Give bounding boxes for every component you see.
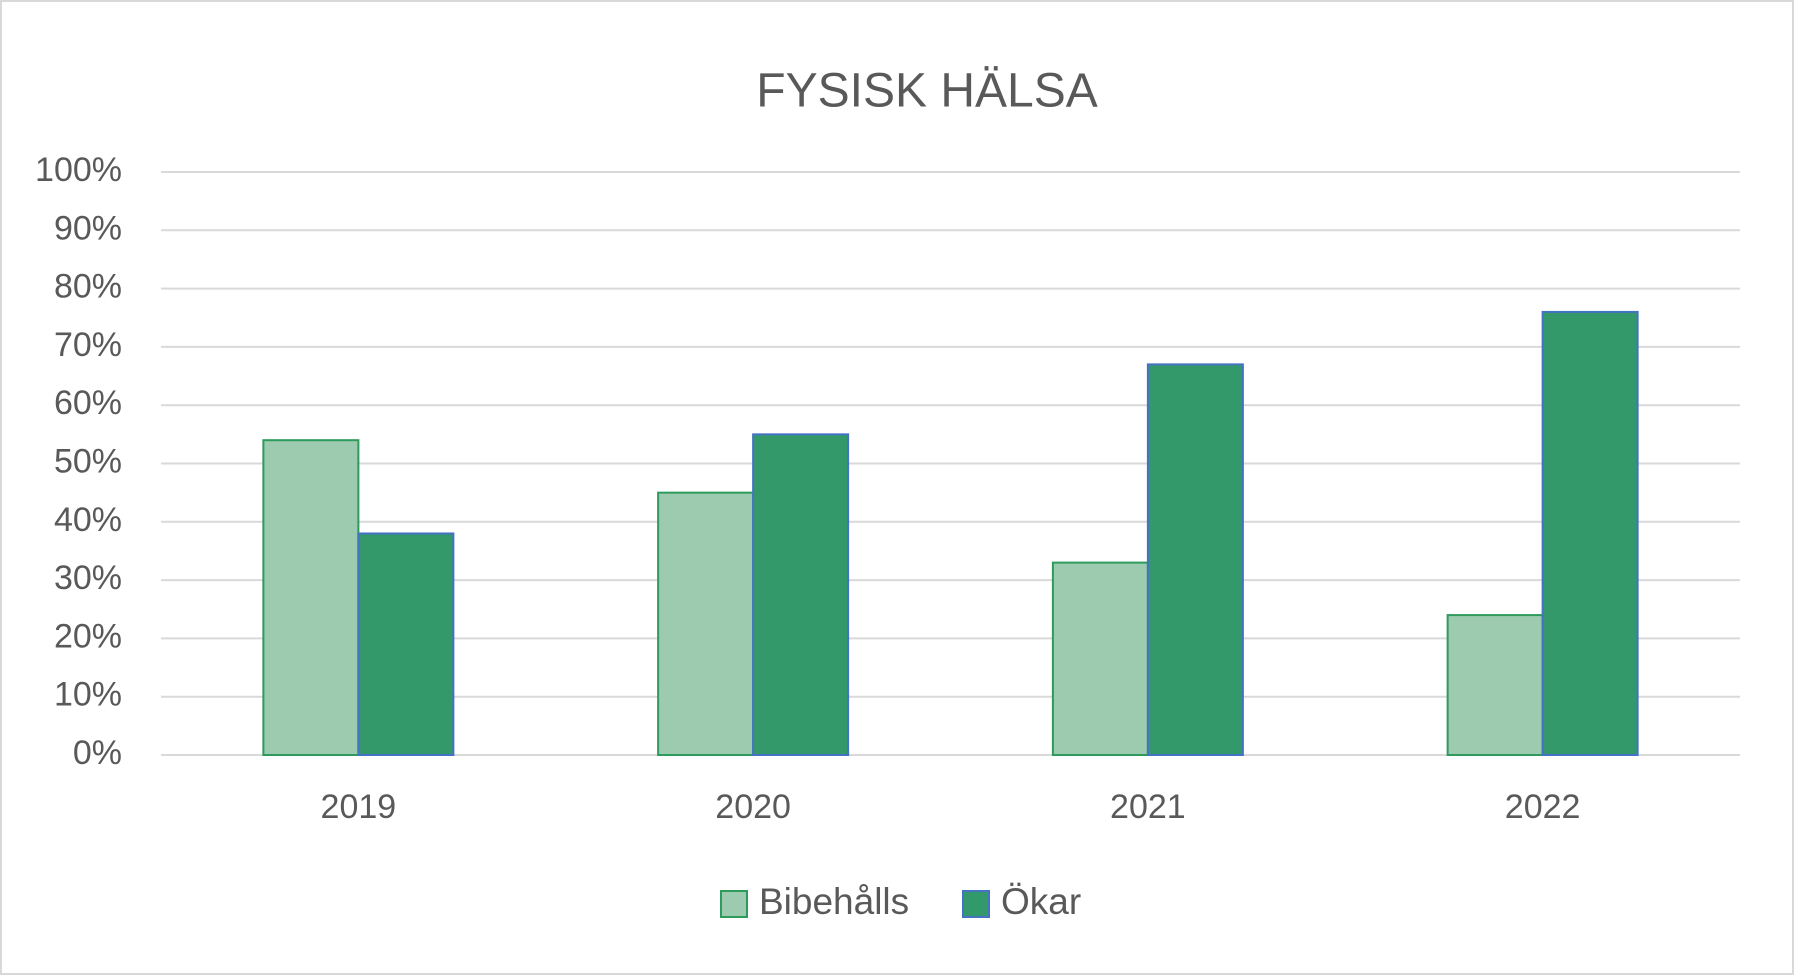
chart-title: FYSISK HÄLSA xyxy=(756,65,1097,118)
y-tick-label: 70% xyxy=(54,326,122,364)
y-tick-label: 40% xyxy=(54,501,122,539)
y-tick-label: 10% xyxy=(54,676,122,714)
bar xyxy=(657,491,755,756)
bar xyxy=(1051,561,1149,756)
y-tick-label: 20% xyxy=(54,617,122,655)
bar xyxy=(1541,310,1639,756)
legend-swatch xyxy=(962,890,990,918)
bar xyxy=(262,439,360,756)
y-tick-label: 50% xyxy=(54,442,122,480)
bar xyxy=(357,532,455,757)
bar xyxy=(1146,363,1244,756)
y-tick-label: 0% xyxy=(73,734,122,772)
y-tick-label: 80% xyxy=(54,268,122,306)
y-tick-label: 60% xyxy=(54,384,122,422)
bar xyxy=(1446,614,1544,757)
y-tick-label: 100% xyxy=(35,151,122,189)
legend-swatch xyxy=(720,890,748,918)
x-tick-label: 2019 xyxy=(321,788,397,826)
y-tick-label: 30% xyxy=(54,559,122,597)
x-tick-label: 2021 xyxy=(1110,788,1186,826)
bar xyxy=(752,433,850,756)
y-tick-label: 90% xyxy=(54,209,122,247)
x-tick-label: 2022 xyxy=(1505,788,1581,826)
x-tick-label: 2020 xyxy=(715,788,791,826)
legend-label: Ökar xyxy=(1001,881,1081,922)
legend-label: Bibehålls xyxy=(759,881,909,922)
